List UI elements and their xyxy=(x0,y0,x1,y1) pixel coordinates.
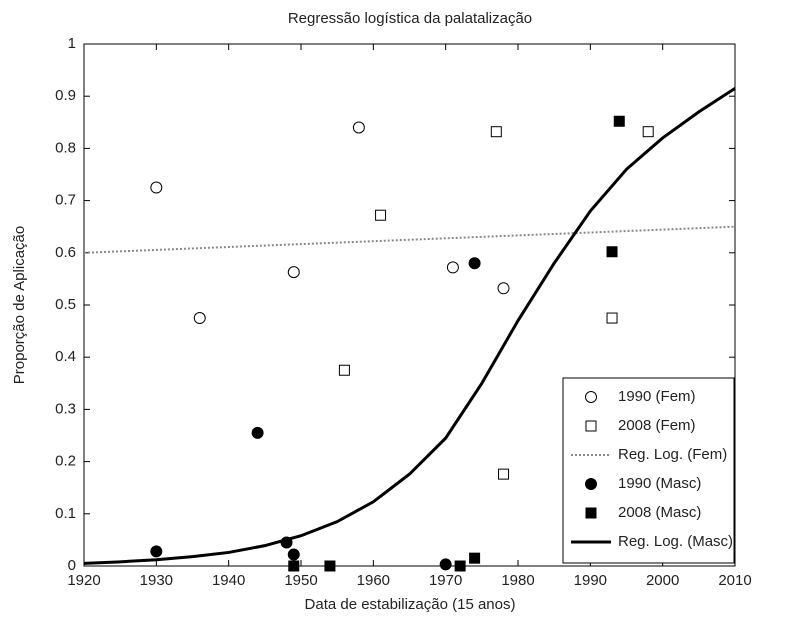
data-point xyxy=(150,545,163,558)
data-point xyxy=(338,364,350,376)
data-point xyxy=(287,548,300,561)
x-tick-label: 1960 xyxy=(357,572,390,589)
chart-title: Regressão logística da palatalização xyxy=(288,10,532,27)
y-tick-label: 0.8 xyxy=(55,139,76,156)
data-point xyxy=(497,282,510,295)
data-point xyxy=(288,560,300,572)
x-tick-label: 2010 xyxy=(718,572,751,589)
data-point xyxy=(490,126,502,138)
y-tick-label: 0.5 xyxy=(55,296,76,313)
x-tick-label: 1980 xyxy=(501,572,534,589)
x-tick-label: 1930 xyxy=(140,572,173,589)
legend-label: Reg. Log. (Fem) xyxy=(618,446,727,463)
data-point xyxy=(446,261,459,274)
x-tick-label: 1970 xyxy=(429,572,462,589)
data-point xyxy=(606,246,618,258)
legend-marker xyxy=(585,507,597,519)
data-point xyxy=(439,558,452,571)
regression-line xyxy=(83,225,736,254)
y-tick-label: 0.1 xyxy=(55,505,76,522)
data-point xyxy=(469,552,481,564)
x-axis-label: Data de estabilização (15 anos) xyxy=(305,596,516,613)
data-point xyxy=(352,121,365,134)
legend-label: 1990 (Masc) xyxy=(618,475,701,492)
regression-line xyxy=(83,87,736,565)
data-point xyxy=(251,426,264,439)
y-axis-label: Proporção de Aplicação xyxy=(11,226,28,384)
legend-marker xyxy=(585,391,597,403)
x-tick-label: 1940 xyxy=(212,572,245,589)
y-tick-label: 0.6 xyxy=(55,244,76,261)
x-tick-label: 2000 xyxy=(646,572,679,589)
y-tick-label: 0.4 xyxy=(55,348,76,365)
y-tick-label: 0.3 xyxy=(55,400,76,417)
legend-label: 2008 (Fem) xyxy=(618,417,696,434)
legend-marker xyxy=(585,478,597,490)
data-point xyxy=(454,560,466,572)
y-tick-label: 1 xyxy=(68,35,76,52)
y-tick-label: 0 xyxy=(68,557,76,574)
legend-label: Reg. Log. (Masc) xyxy=(618,533,733,550)
data-point xyxy=(193,312,206,325)
legend-marker xyxy=(585,420,597,432)
y-tick-label: 0.9 xyxy=(55,87,76,104)
data-point xyxy=(606,312,618,324)
legend-box xyxy=(562,377,735,564)
legend-label: 2008 (Masc) xyxy=(618,504,701,521)
data-point xyxy=(375,209,387,221)
data-point xyxy=(642,126,654,138)
x-tick-label: 1920 xyxy=(67,572,100,589)
data-point xyxy=(287,266,300,279)
data-point xyxy=(498,468,510,480)
x-tick-label: 1950 xyxy=(284,572,317,589)
data-point xyxy=(613,115,625,127)
legend-label: 1990 (Fem) xyxy=(618,388,696,405)
x-tick-label: 1990 xyxy=(574,572,607,589)
data-point xyxy=(150,181,163,194)
y-tick-label: 0.2 xyxy=(55,453,76,470)
data-point xyxy=(468,257,481,270)
y-tick-label: 0.7 xyxy=(55,192,76,209)
data-point xyxy=(324,560,336,572)
